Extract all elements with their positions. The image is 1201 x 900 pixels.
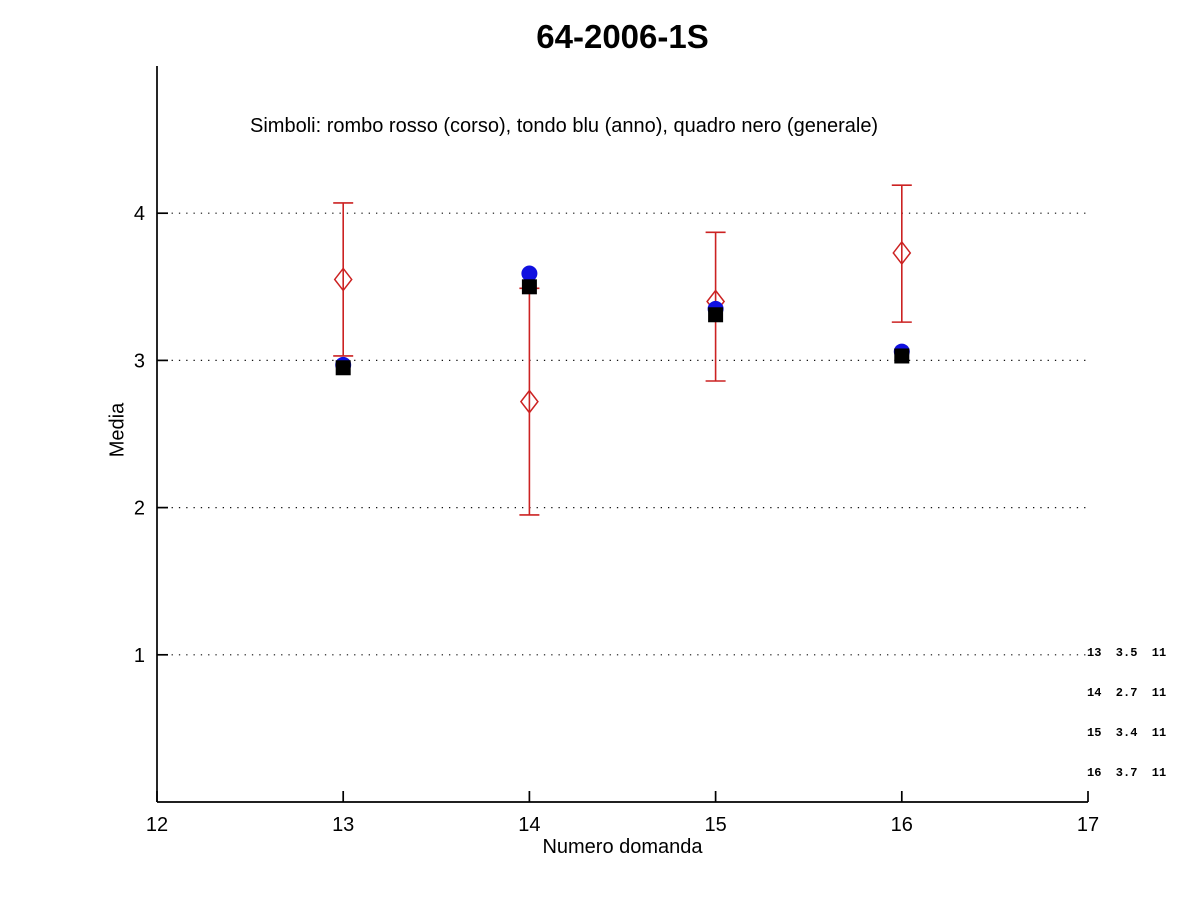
x-tick-label: 12 [146, 814, 168, 836]
y-axis-label: Media [106, 402, 129, 458]
circle-marker-anno [521, 265, 538, 282]
chart-subtitle-legend: Simboli: rombo rosso (corso), tondo blu … [250, 115, 879, 137]
diamond-marker-corso [333, 267, 353, 292]
y-tick-label: 2 [134, 498, 145, 520]
data-annotation-table: 13 3.5 11 14 2.7 11 15 3.4 11 16 3.7 11 [1087, 620, 1166, 808]
square-marker-generale [335, 360, 351, 376]
annotation-line: 16 3.7 11 [1087, 766, 1167, 781]
diamond-marker-corso [519, 389, 539, 414]
x-tick-label: 16 [891, 814, 913, 836]
x-tick-label: 17 [1077, 814, 1099, 836]
y-tick-label: 3 [134, 350, 145, 372]
x-tick-label: 15 [704, 814, 726, 836]
chart-title: 64-2006-1S [536, 18, 709, 55]
x-axis-label: Numero domanda [542, 836, 703, 858]
diamond-marker-corso [892, 240, 912, 266]
annotation-line: 14 2.7 11 [1087, 686, 1167, 701]
annotation-line: 13 3.5 11 [1087, 645, 1167, 660]
y-tick-label: 4 [134, 203, 145, 225]
x-tick-label: 14 [518, 814, 540, 836]
annotation-line: 15 3.4 11 [1087, 726, 1167, 741]
square-marker-generale [708, 307, 724, 323]
square-marker-generale [521, 279, 537, 295]
y-tick-label: 1 [134, 645, 145, 667]
x-tick-label: 13 [332, 814, 354, 836]
square-marker-generale [894, 348, 910, 364]
